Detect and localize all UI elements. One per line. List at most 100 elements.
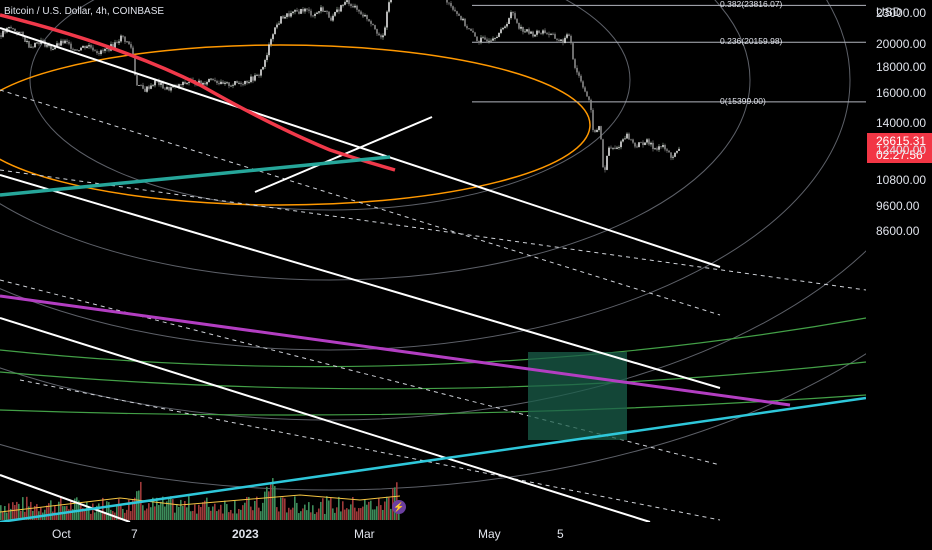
time-axis[interactable]: [0, 522, 866, 550]
candle-body: [316, 12, 318, 14]
candle-body: [138, 85, 140, 86]
candle-body: [2, 30, 4, 37]
candle-body: [114, 42, 116, 48]
candle-body: [576, 67, 578, 73]
candle-body: [296, 10, 298, 12]
volume-bar: [256, 496, 258, 520]
candle-body: [104, 48, 106, 51]
volume-bar: [180, 499, 182, 520]
candle-body: [324, 10, 326, 12]
price-axis[interactable]: [866, 0, 932, 550]
candle-body: [200, 80, 202, 85]
volume-bar: [154, 506, 156, 520]
candle-body: [310, 10, 312, 16]
y-tick-label: 14000.00: [876, 115, 927, 130]
candle-body: [252, 76, 254, 81]
volume-bar: [50, 500, 52, 520]
candle-body: [486, 39, 488, 42]
volume-bar: [286, 512, 288, 520]
candle-body: [366, 14, 368, 20]
green-arc-3: [0, 394, 867, 416]
orange-ellipse: [0, 44, 591, 206]
candle-body: [534, 34, 536, 37]
volume-bar: [2, 511, 4, 520]
candle-body: [626, 133, 628, 139]
candle-body: [132, 47, 134, 57]
volume-bar: [242, 505, 244, 520]
candle-body: [160, 82, 162, 85]
candle-body: [650, 142, 652, 145]
candle-body: [98, 53, 100, 55]
volume-bar: [310, 512, 312, 520]
candle-body: [82, 45, 84, 48]
candle-body: [232, 84, 234, 86]
candle-body: [8, 27, 10, 29]
candle-body: [344, 2, 346, 5]
candle-body: [374, 25, 376, 30]
candle-body: [136, 75, 138, 86]
volume-bar: [288, 507, 290, 520]
candle-body: [528, 29, 530, 34]
volume-bar: [200, 506, 202, 520]
candle-body: [216, 80, 218, 84]
candle-body: [26, 40, 28, 42]
candle-body: [66, 40, 68, 42]
volume-bar: [92, 503, 94, 520]
candle-body: [154, 80, 156, 86]
volume-bar: [330, 497, 332, 520]
volume-bar: [70, 500, 72, 520]
candle-body: [170, 87, 172, 91]
candle-body: [108, 47, 110, 51]
candle-body: [604, 167, 606, 170]
candle-body: [668, 150, 670, 153]
candle-body: [636, 146, 638, 148]
volume-bar: [222, 513, 224, 520]
flash-icon[interactable]: ⚡: [392, 500, 406, 514]
candle-body: [294, 10, 296, 12]
green-arc-2: [0, 361, 867, 390]
candle-body: [456, 11, 458, 14]
candle-body: [20, 31, 22, 33]
volume-bar: [162, 496, 164, 520]
volume-bar: [378, 498, 380, 520]
volume-bar: [102, 497, 104, 520]
candle-body: [318, 11, 320, 13]
y-tick-label: 12400.00: [876, 142, 927, 157]
candle-body: [514, 13, 516, 19]
volume-bar: [194, 504, 196, 520]
candle-body: [254, 75, 256, 81]
candle-body: [280, 16, 282, 24]
candle-body: [352, 6, 354, 8]
volume-bar: [224, 500, 226, 520]
volume-bar: [354, 507, 356, 520]
volume-bar: [348, 509, 350, 520]
candle-body: [524, 31, 526, 33]
candle-body: [646, 139, 648, 143]
volume-bar: [144, 510, 146, 520]
candle-body: [560, 39, 562, 41]
volume-bar: [170, 496, 172, 520]
volume-bar: [340, 511, 342, 520]
volume-bar: [88, 509, 90, 520]
candle-body: [10, 27, 12, 29]
volume-bar: [382, 509, 384, 520]
volume-bar: [388, 497, 390, 520]
volume-bar: [168, 497, 170, 520]
volume-bar: [292, 507, 294, 520]
candle-body: [632, 139, 634, 143]
candle-body: [0, 35, 2, 37]
candle-body: [246, 80, 248, 83]
candle-body: [18, 31, 20, 34]
candle-body: [462, 18, 464, 21]
candle-body: [388, 2, 390, 12]
candle-body: [606, 155, 608, 170]
volume-bar: [318, 508, 320, 520]
volume-bar: [308, 502, 310, 520]
candle-body: [46, 45, 48, 47]
fib-label-0: 0(15399.00): [720, 95, 766, 106]
candle-body: [372, 23, 374, 26]
volume-bar: [60, 496, 62, 520]
candle-body: [92, 47, 94, 51]
currency-label[interactable]: USD: [876, 5, 902, 19]
